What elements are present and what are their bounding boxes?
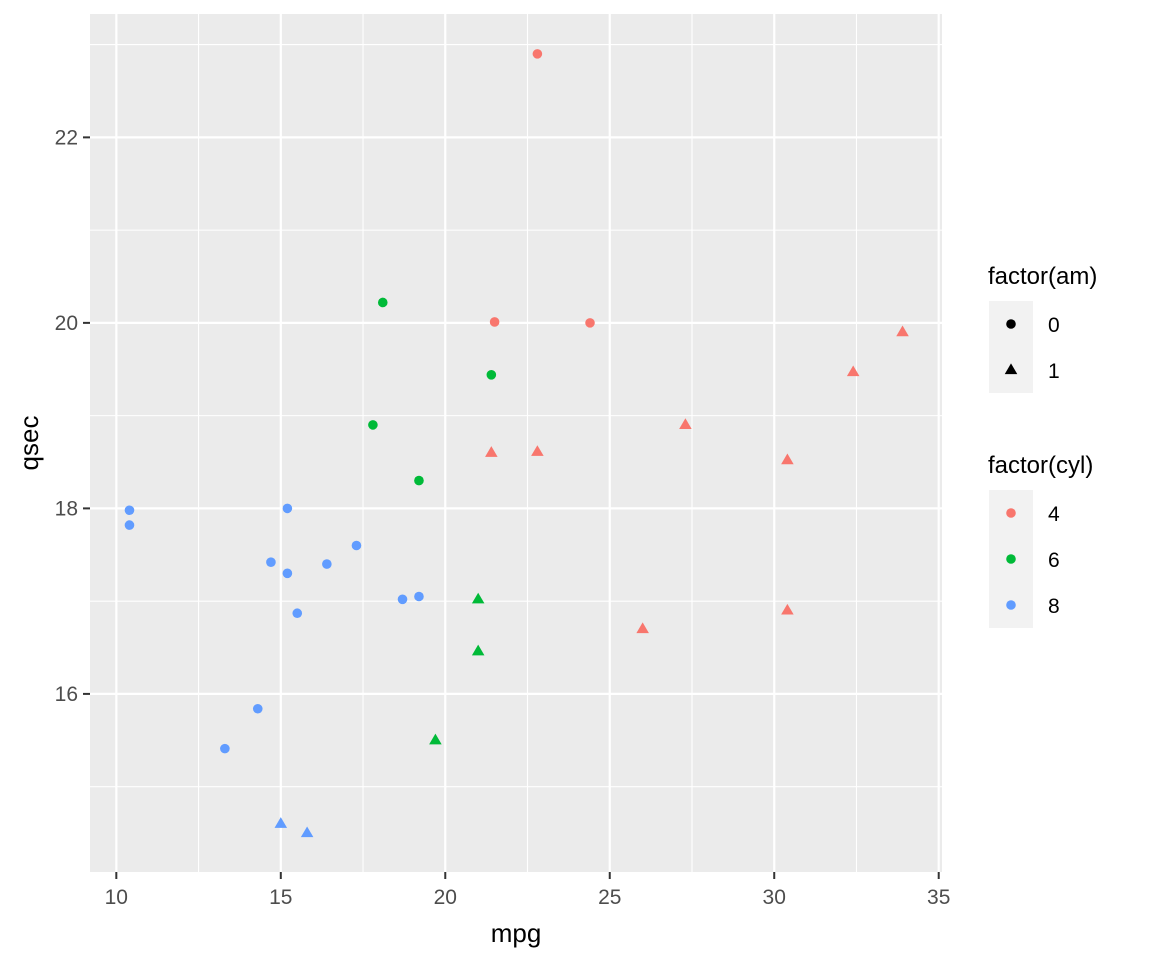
data-point-circle (377, 297, 388, 308)
minor-gridlines (90, 14, 942, 872)
data-point-circle (532, 49, 543, 59)
data-point-circle (266, 557, 276, 567)
data-point-circle (585, 318, 595, 328)
data-point-triangle (485, 446, 498, 457)
data-point-triangle (781, 453, 794, 465)
legend-symbol-circle (1006, 554, 1016, 564)
legend-label: 0 (1048, 314, 1060, 337)
x-tick-label: 15 (269, 886, 292, 909)
y-axis-title: qsec (14, 416, 44, 471)
data-point-triangle (636, 622, 649, 634)
data-point-triangle (846, 365, 860, 377)
data-point-circle (486, 370, 497, 380)
data-point-triangle (300, 826, 314, 838)
data-point-circle (368, 420, 378, 430)
data-point-circle (351, 540, 362, 551)
y-tick-label: 22 (55, 126, 78, 149)
data-point-circle (252, 703, 263, 714)
legend-title: factor(am) (988, 263, 1097, 290)
x-axis: 10 15 20 25 30 35 (105, 872, 950, 909)
x-tick-label: 35 (927, 886, 950, 909)
data-point-circle (397, 594, 408, 605)
data-point-circle (282, 568, 293, 579)
legend-label: 1 (1048, 360, 1060, 383)
data-point-circle (124, 520, 135, 530)
legend-title: factor(cyl) (988, 452, 1093, 479)
x-tick-label: 30 (763, 886, 786, 909)
data-point-circle (220, 743, 230, 754)
x-tick-label: 25 (598, 886, 621, 909)
data-point-triangle (429, 733, 442, 745)
data-point-circle (489, 317, 500, 327)
y-tick-label: 18 (55, 497, 78, 520)
legend-symbol-triangle (1004, 363, 1018, 375)
legend-symbol-circle (1006, 508, 1016, 518)
legends: factor(am) 0 1 factor(cyl) 4 6 8 (988, 263, 1097, 628)
data-point-triangle (471, 592, 485, 604)
x-tick-label: 10 (105, 886, 128, 909)
data-points (124, 49, 909, 838)
x-tick-label: 20 (434, 886, 457, 909)
y-axis: 16 18 20 22 (55, 126, 90, 706)
legend-label: 4 (1048, 503, 1060, 526)
data-point-circle (282, 503, 293, 514)
y-tick-label: 16 (55, 683, 78, 706)
y-tick-label: 20 (55, 312, 78, 335)
data-point-triangle (896, 325, 909, 337)
data-point-circle (292, 608, 303, 619)
data-point-circle (414, 591, 424, 602)
major-gridlines (90, 14, 942, 872)
data-point-triangle (781, 603, 794, 615)
legend-symbol-circle (1006, 319, 1016, 329)
data-point-triangle (274, 817, 288, 828)
data-point-circle (414, 475, 424, 486)
legend-label: 6 (1048, 549, 1060, 572)
data-point-triangle (679, 418, 692, 430)
legend-symbol-circle (1006, 600, 1016, 610)
plot-panel (90, 14, 942, 872)
data-point-circle (124, 505, 135, 516)
x-axis-title: mpg (491, 918, 542, 948)
legend-label: 8 (1048, 595, 1060, 618)
data-point-circle (322, 559, 332, 569)
data-point-triangle (531, 445, 544, 456)
data-point-triangle (471, 644, 485, 656)
